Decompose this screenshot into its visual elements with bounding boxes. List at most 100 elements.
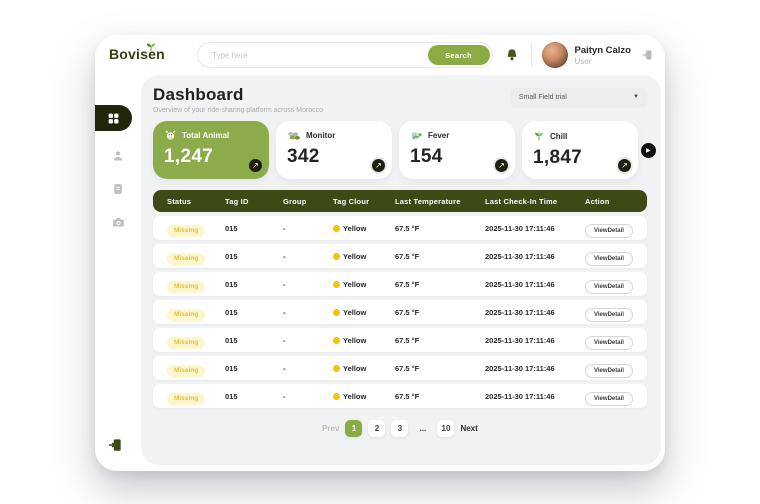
cell-last-check-in: 2025-11-30 17:11:46 — [485, 223, 555, 233]
status-badge: Missing — [167, 308, 206, 321]
stat-label: Fever — [428, 131, 450, 140]
view-detail-button[interactable]: ViewDetail — [585, 363, 633, 378]
cards-next-button[interactable]: ▶ — [640, 143, 656, 158]
cell-group: - — [283, 335, 286, 345]
sidebar-item-camera[interactable] — [110, 214, 126, 230]
view-detail-button[interactable]: ViewDetail — [585, 223, 633, 238]
status-badge: Missing — [167, 392, 206, 405]
cell-last-check-in: 2025-11-30 17:11:46 — [485, 391, 555, 401]
cell-group: - — [283, 391, 286, 401]
cell-last-temperature: 67.5 °F — [395, 223, 420, 233]
cell-tag-colour: Yellow — [343, 223, 367, 233]
stat-card-monitor: Monitor 342 ↗ — [276, 121, 392, 179]
animals-table: Status Tag ID Group Tag Clour Last Tempe… — [153, 190, 647, 408]
pagination-page-2[interactable]: 2 — [368, 420, 386, 437]
stat-value: 342 — [287, 146, 320, 167]
stat-arrow-button[interactable]: ↗ — [247, 157, 264, 174]
document-icon — [114, 184, 122, 194]
view-detail-button[interactable]: ViewDetail — [585, 307, 633, 322]
cell-last-temperature: 67.5 °F — [395, 391, 420, 401]
sidebar — [95, 75, 141, 471]
view-detail-button[interactable]: ViewDetail — [585, 335, 633, 350]
stat-arrow-button[interactable]: ↗ — [370, 157, 387, 174]
avatar[interactable] — [541, 42, 568, 68]
col-group: Group — [283, 196, 307, 206]
cell-last-temperature: 67.5 °F — [395, 335, 420, 345]
thermometer-icon — [411, 132, 422, 140]
col-last-check-in: Last Check-In Time — [485, 196, 558, 206]
table-row: Missing 015 - Yellow 67.5 °F 2025-11-30 … — [153, 300, 647, 324]
cell-last-check-in: 2025-11-30 17:11:46 — [485, 307, 555, 317]
logout-icon[interactable] — [641, 49, 653, 61]
colour-dot-icon — [333, 336, 340, 344]
pagination-page-10[interactable]: 10 — [437, 420, 455, 437]
pagination-page-1[interactable]: 1 — [345, 420, 363, 437]
sprout-icon — [535, 131, 543, 141]
top-header: Bovisen Search — [95, 35, 665, 75]
search-button[interactable]: Search — [427, 45, 490, 65]
cell-group: - — [283, 279, 286, 289]
cell-last-check-in: 2025-11-30 17:11:46 — [485, 279, 555, 289]
cell-tag-id: 015 — [225, 279, 238, 289]
pagination-ellipsis: ... — [419, 424, 427, 433]
dashboard-icon — [108, 113, 119, 123]
cell-tag-colour: Yellow — [343, 335, 367, 345]
status-badge: Missing — [167, 336, 206, 349]
user-box: Paityn Calzo User — [541, 42, 654, 68]
colour-dot-icon — [333, 364, 340, 372]
col-status: Status — [167, 196, 192, 206]
stat-arrow-button[interactable]: ↗ — [493, 157, 510, 174]
table-row: Missing 015 - Yellow 67.5 °F 2025-11-30 … — [153, 272, 647, 296]
pagination-page-3[interactable]: 3 — [391, 420, 409, 437]
col-last-temperature: Last Temperature — [395, 196, 461, 206]
view-detail-button[interactable]: ViewDetail — [585, 251, 633, 266]
sidebar-logout-button[interactable] — [108, 438, 122, 457]
cell-last-check-in: 2025-11-30 17:11:46 — [485, 335, 555, 345]
cell-last-temperature: 67.5 °F — [395, 307, 420, 317]
app-window: Bovisen Search — [95, 35, 665, 471]
sidebar-item-records[interactable] — [110, 181, 126, 197]
logout-door-icon — [108, 439, 121, 451]
table-header: Status Tag ID Group Tag Clour Last Tempe… — [153, 190, 647, 212]
stat-card-total-animal: Total Animal 1,247 ↗ — [153, 121, 269, 179]
status-badge: Missing — [167, 364, 206, 377]
page-subtitle: Overview of your ride-sharing platform a… — [153, 107, 324, 114]
sidebar-item-dashboard[interactable] — [95, 105, 132, 131]
stat-label: Chill — [550, 131, 568, 141]
cell-tag-id: 015 — [225, 223, 238, 233]
field-trial-value: Small Field trial — [518, 93, 567, 101]
cell-tag-colour: Yellow — [343, 391, 367, 401]
cell-tag-colour: Yellow — [343, 251, 367, 261]
main-content: Dashboard Overview of your ride-sharing … — [141, 75, 661, 465]
notification-bell-icon[interactable] — [503, 46, 521, 64]
brand-logo[interactable]: Bovisen — [109, 43, 187, 64]
colour-dot-icon — [333, 252, 340, 260]
sprout-leaves-icon — [147, 43, 155, 51]
stat-arrow-button[interactable]: ↗ — [616, 157, 633, 174]
sidebar-item-users[interactable] — [110, 148, 126, 164]
stat-value: 1,247 — [164, 146, 214, 167]
status-badge: Missing — [167, 252, 206, 265]
cow-icon — [165, 130, 176, 140]
cell-last-check-in: 2025-11-30 17:11:46 — [485, 251, 555, 261]
header-divider — [530, 44, 532, 66]
stat-cards: Total Animal 1,247 ↗ — [153, 121, 656, 179]
col-tag-id: Tag ID — [225, 196, 249, 206]
stat-label: Total Animal — [182, 131, 230, 140]
view-detail-button[interactable]: ViewDetail — [585, 391, 633, 406]
field-trial-select[interactable]: Small Field trial ▼ — [510, 88, 647, 106]
col-action: Action — [585, 196, 610, 206]
view-detail-button[interactable]: ViewDetail — [585, 279, 633, 294]
cell-last-temperature: 67.5 °F — [395, 251, 420, 261]
status-badge: Missing — [167, 280, 206, 293]
cell-tag-id: 015 — [225, 307, 238, 317]
cell-group: - — [283, 363, 286, 373]
page-title: Dashboard — [153, 85, 244, 104]
cell-tag-id: 015 — [225, 391, 238, 401]
stat-value: 1,847 — [533, 147, 583, 168]
colour-dot-icon — [333, 224, 340, 232]
search-bar: Search — [197, 42, 493, 68]
pagination-next[interactable]: Next — [460, 424, 478, 433]
pagination-prev[interactable]: Prev — [322, 424, 340, 433]
